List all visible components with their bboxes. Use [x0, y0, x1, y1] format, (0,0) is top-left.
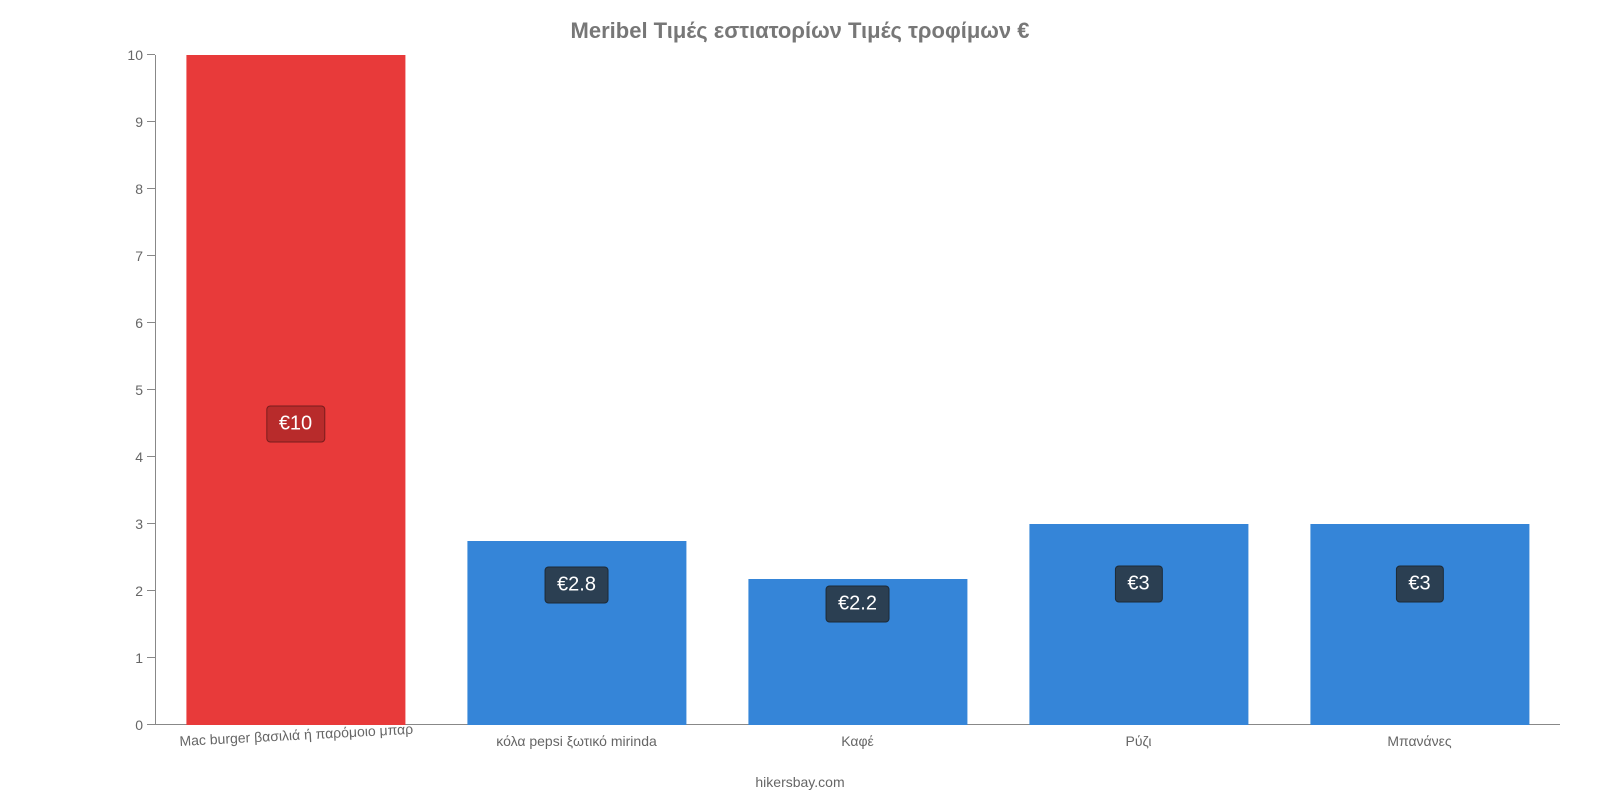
bar-slot: €2.8κόλα pepsi ξωτικό mirinda — [436, 55, 717, 725]
bar-slot: €10Mac burger βασιλιά ή παρόμοιο μπαρ — [155, 55, 436, 725]
y-tick — [147, 590, 155, 591]
y-axis-label: 8 — [109, 181, 143, 197]
y-axis-label: 0 — [109, 717, 143, 733]
bar-value-label: €2.2 — [825, 585, 890, 622]
bar-value-label: €2.8 — [544, 566, 609, 603]
y-tick — [147, 523, 155, 524]
y-tick — [147, 389, 155, 390]
bar-value-label: €10 — [266, 405, 325, 442]
bar — [186, 55, 405, 725]
x-axis-label: Καφέ — [841, 733, 874, 749]
bars-row: €10Mac burger βασιλιά ή παρόμοιο μπαρ€2.… — [155, 55, 1560, 725]
footer-attribution: hikersbay.com — [755, 774, 844, 790]
y-tick — [147, 255, 155, 256]
bar-value-label: €3 — [1395, 566, 1443, 603]
plot-area: €10Mac burger βασιλιά ή παρόμοιο μπαρ€2.… — [155, 55, 1560, 725]
y-axis-label: 7 — [109, 248, 143, 264]
chart-container: Meribel Τιμές εστιατορίων Τιμές τροφίμων… — [0, 0, 1600, 800]
y-tick — [147, 657, 155, 658]
y-tick — [147, 121, 155, 122]
bar-value-label: €3 — [1114, 566, 1162, 603]
y-axis-label: 6 — [109, 315, 143, 331]
y-axis-label: 2 — [109, 583, 143, 599]
y-tick — [147, 724, 155, 725]
y-tick — [147, 456, 155, 457]
y-tick — [147, 188, 155, 189]
y-axis-label: 10 — [109, 47, 143, 63]
bar-slot: €3Ρύζι — [998, 55, 1279, 725]
y-tick — [147, 322, 155, 323]
y-axis-label: 5 — [109, 382, 143, 398]
y-axis-label: 3 — [109, 516, 143, 532]
y-axis-label: 9 — [109, 114, 143, 130]
x-axis-label: Ρύζι — [1125, 733, 1151, 749]
y-axis-label: 4 — [109, 449, 143, 465]
bar-slot: €2.2Καφέ — [717, 55, 998, 725]
y-tick — [147, 54, 155, 55]
chart-title: Meribel Τιμές εστιατορίων Τιμές τροφίμων… — [571, 18, 1030, 44]
x-axis-label: κόλα pepsi ξωτικό mirinda — [496, 733, 657, 749]
y-axis-label: 1 — [109, 650, 143, 666]
bar — [1310, 524, 1529, 725]
bar-slot: €3Μπανάνες — [1279, 55, 1560, 725]
x-axis-label: Μπανάνες — [1387, 733, 1451, 749]
bar — [1029, 524, 1248, 725]
